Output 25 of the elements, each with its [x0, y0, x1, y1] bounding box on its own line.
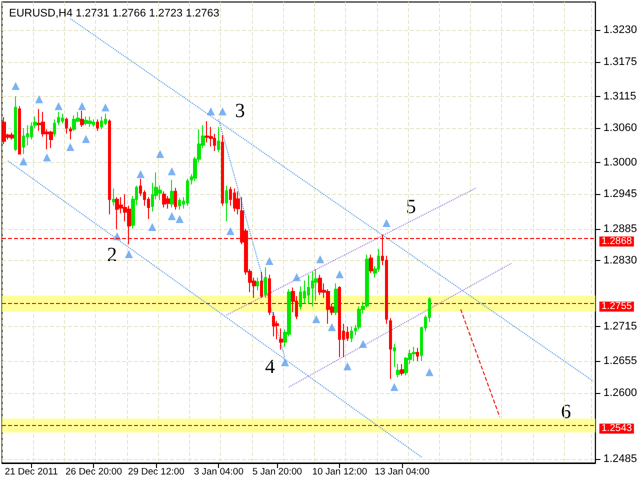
y-tick-label: 1.2600	[603, 386, 638, 399]
y-tick-label: 1.3230	[603, 24, 638, 36]
x-tick-label: 13 Jan 04:00	[374, 466, 430, 478]
annotation: 4	[265, 356, 275, 378]
ref-line-label: 1.2543	[601, 423, 632, 434]
text: EURUSD,H4 1.2731 1.2766 1.2723 1.2763	[9, 8, 220, 20]
x-tick-label: 21 Dec 2011	[4, 466, 58, 478]
y-tick-label: 1.3175	[603, 56, 638, 68]
x-tick-label: 26 Dec 20:00	[65, 466, 122, 478]
annotation: 3	[235, 100, 245, 122]
y-tick-label: 1.2655	[603, 355, 638, 368]
x-tick-label: 10 Jan 12:00	[312, 466, 368, 478]
ref-line-label: 1.2755	[601, 301, 632, 312]
x-tick-label: 5 Jan 20:00	[252, 466, 302, 478]
y-tick-label: 1.3115	[603, 90, 636, 102]
y-tick-label: 1.2830	[603, 254, 638, 266]
y-tick-label: 1.3000	[603, 156, 638, 169]
y-tick-label: 1.2485	[603, 452, 638, 465]
y-tick-label: 1.3060	[603, 122, 638, 134]
x-tick-label: 29 Dec 12:00	[128, 466, 184, 478]
y-tick-label: 1.2885	[603, 222, 638, 235]
y-tick-label: 1.2945	[603, 188, 638, 200]
y-tick-label: 1.2715	[603, 320, 638, 333]
ref-line-label: 1.2868	[601, 236, 632, 248]
x-tick-label: 3 Jan 04:00	[194, 466, 244, 478]
